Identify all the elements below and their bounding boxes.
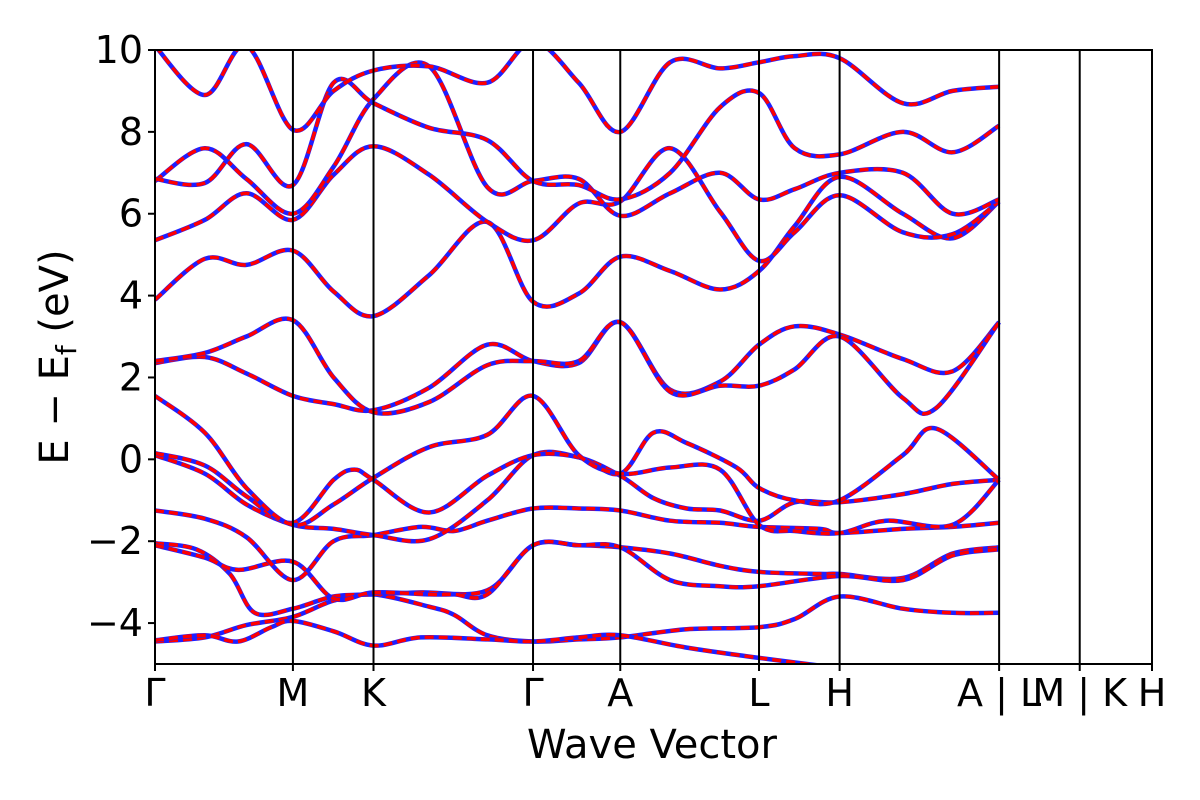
y-tick-label: 6 — [119, 192, 143, 236]
x-tick-label: A | L — [957, 671, 1041, 716]
y-tick-label: 10 — [95, 28, 143, 72]
x-tick-label: A — [607, 671, 633, 715]
y-axis-label-unit: (eV) — [32, 249, 78, 345]
band-dft-line — [155, 539, 1000, 602]
band-dft-line — [156, 50, 1000, 134]
band-dft-line — [155, 394, 1001, 536]
plot-frame-rect — [154, 49, 1153, 665]
x-tick-label: H — [1138, 671, 1167, 715]
x-tick-label: K — [361, 671, 387, 715]
band-wannier-line — [155, 539, 1000, 603]
x-tick-label: Γ — [522, 671, 543, 715]
x-axis-label: Wave Vector — [527, 722, 778, 768]
y-tick-label: 8 — [119, 110, 143, 154]
plot-frame — [154, 49, 1153, 665]
x-tick-label: Γ — [144, 671, 165, 715]
y-axis-label-subscript: f — [50, 344, 83, 355]
y-axis-label-main: E − E — [32, 355, 78, 465]
x-tick-label: M — [277, 671, 310, 715]
band-lines — [155, 50, 1001, 664]
y-tick-label: −4 — [87, 601, 143, 645]
band-wannier-line — [155, 174, 1001, 319]
x-tick-label: M | K — [1032, 671, 1128, 716]
band-dft-line — [155, 316, 1001, 416]
y-tick-label: −2 — [87, 519, 143, 563]
y-tick-label: 0 — [119, 437, 143, 481]
x-tick-label: L — [748, 671, 769, 715]
y-tick-label: 2 — [119, 355, 143, 399]
high-symmetry-lines — [291, 50, 1081, 664]
x-tick-label: H — [825, 671, 854, 715]
y-tick-label: 4 — [119, 274, 143, 318]
y-axis-ticks: −4 −2 0 2 4 6 8 10 — [87, 28, 155, 645]
band-dft-line — [155, 619, 821, 664]
y-axis-label: E − Ef (eV) — [32, 249, 83, 464]
band-wannier-line — [155, 449, 1000, 544]
band-wannier-line — [155, 50, 1000, 135]
band-wannier-line — [155, 393, 1001, 536]
band-wannier-line — [155, 143, 1001, 264]
